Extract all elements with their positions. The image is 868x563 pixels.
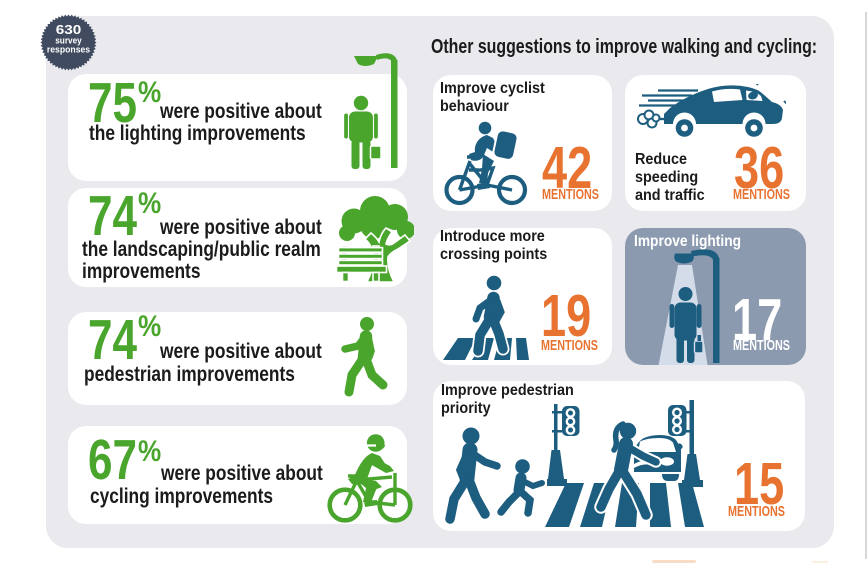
svg-text:survey: survey: [55, 35, 82, 45]
svg-text:630: 630: [56, 22, 82, 37]
svg-text:responses: responses: [47, 44, 90, 54]
